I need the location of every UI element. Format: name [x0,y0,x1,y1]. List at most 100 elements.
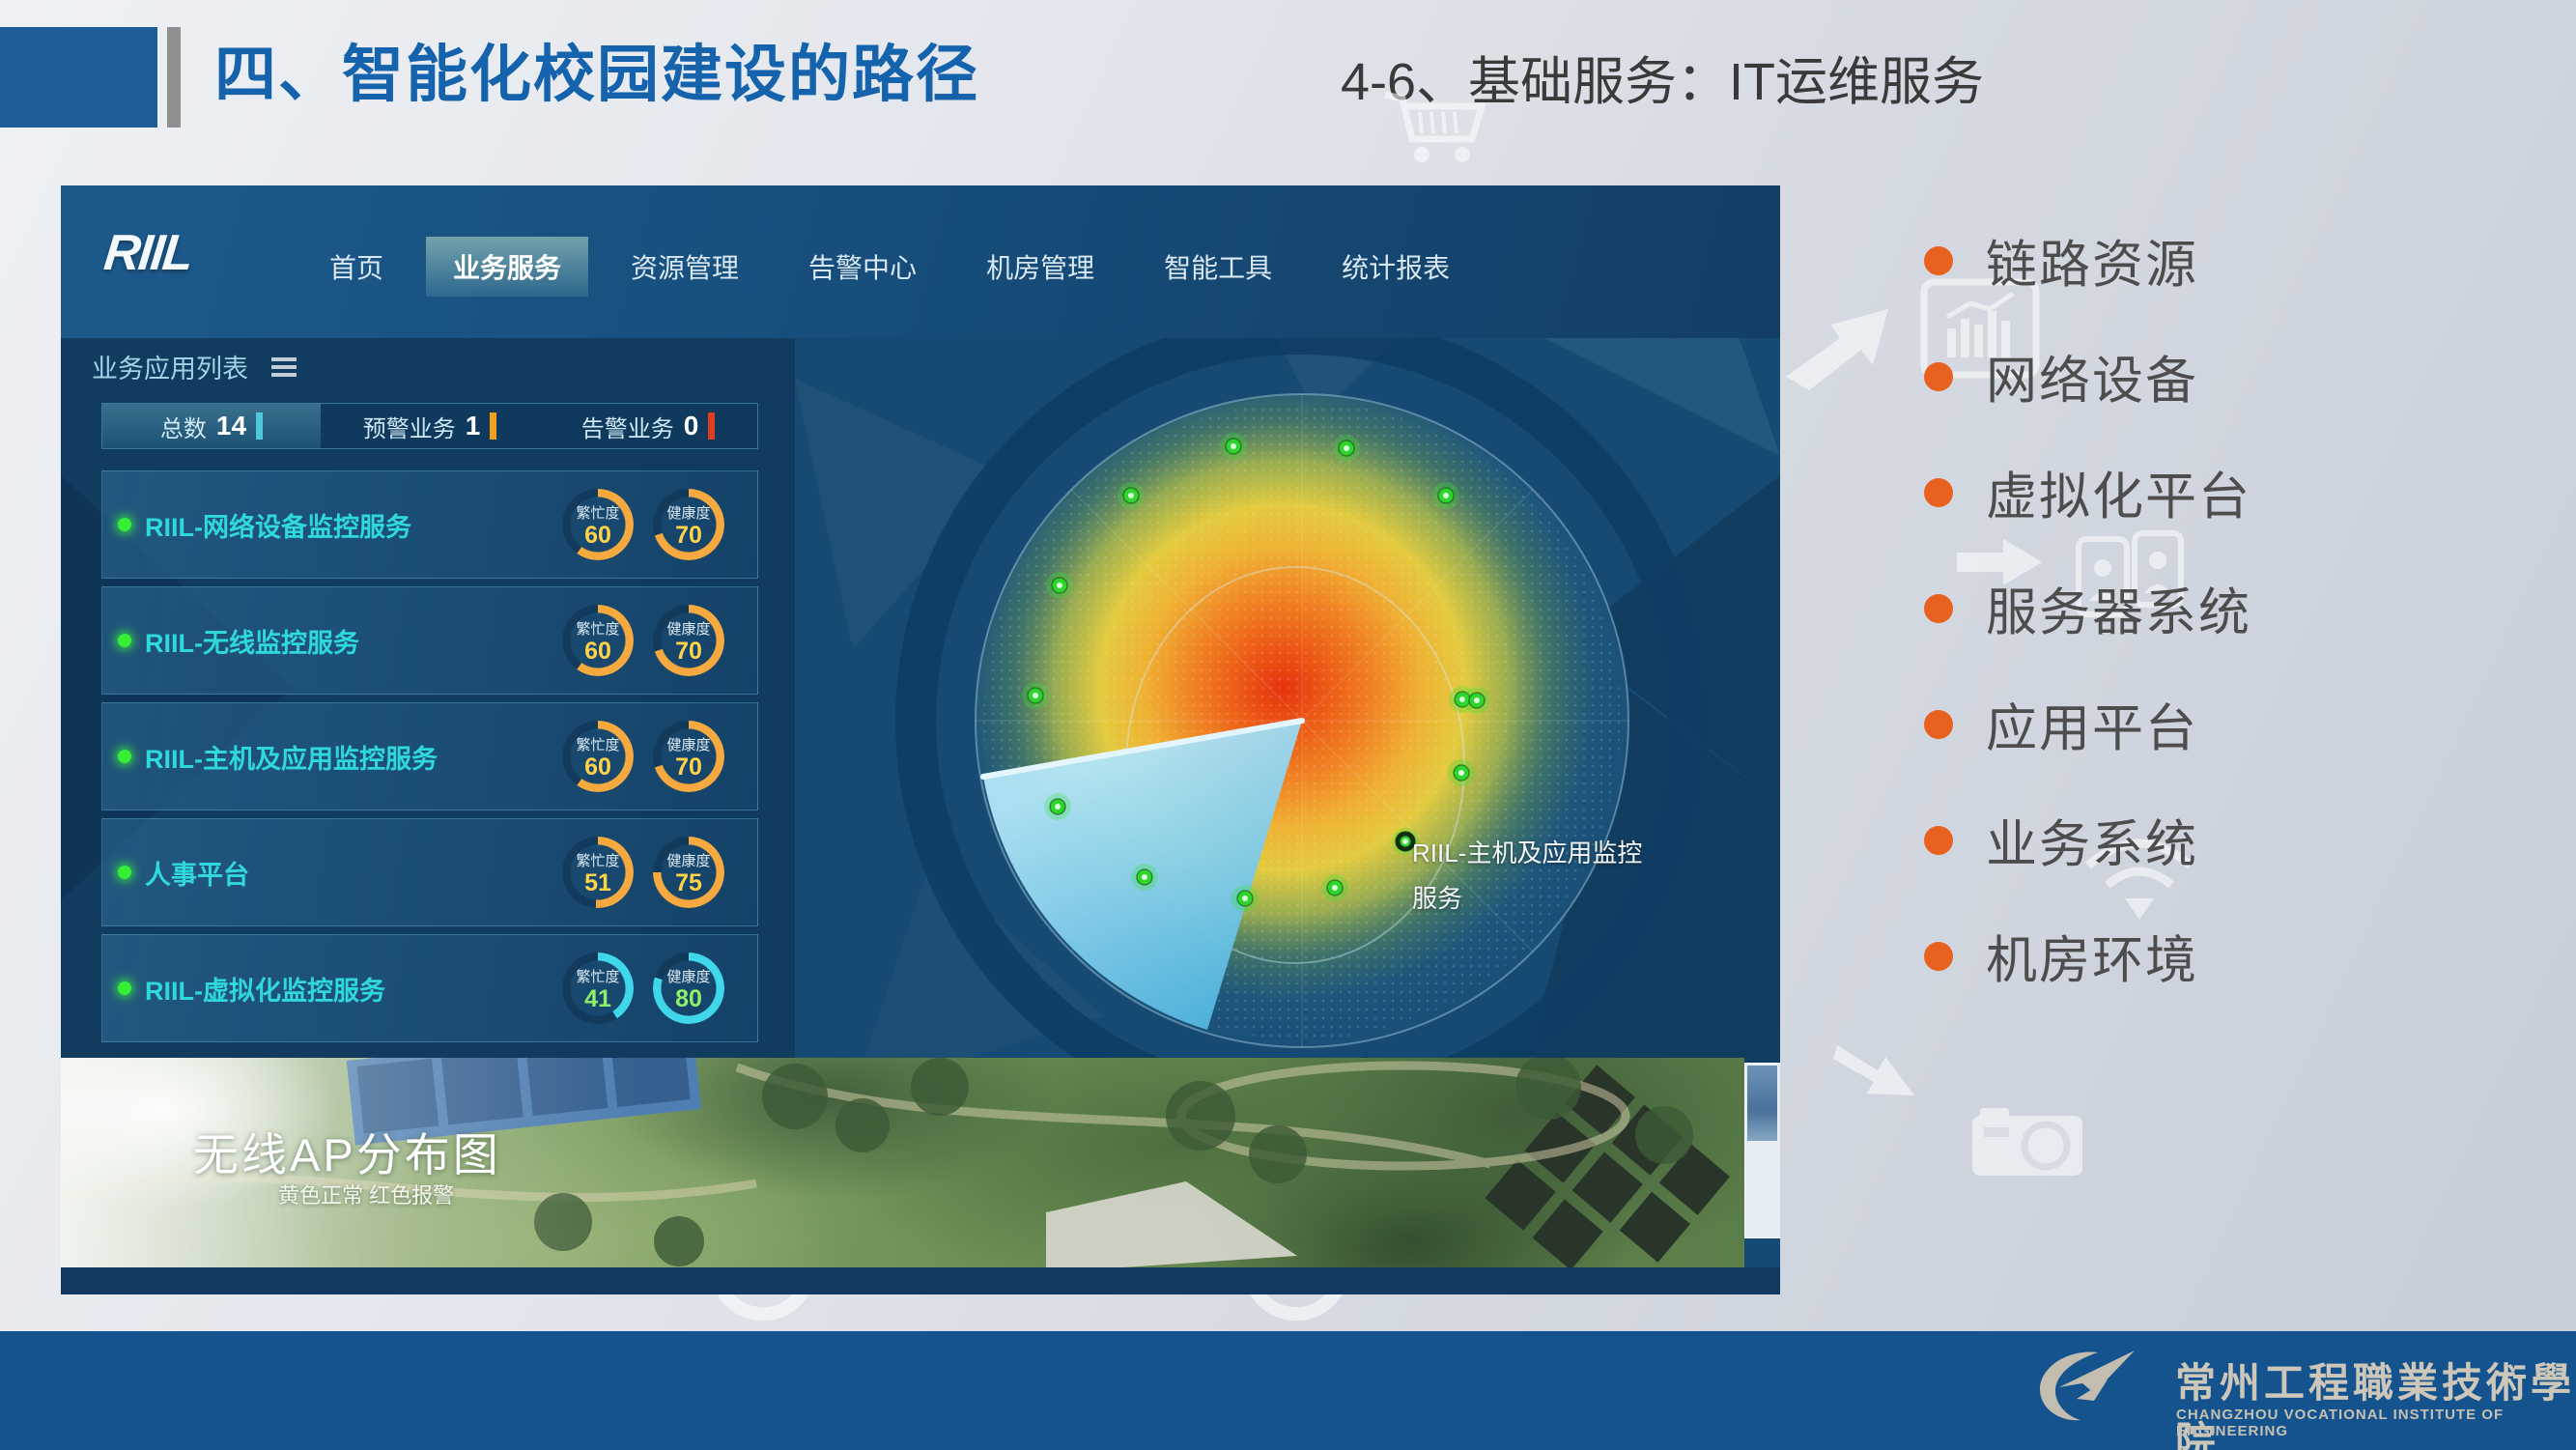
bar-chart-icon [1920,278,2040,379]
school-logo-swoosh-icon [2040,1350,2135,1421]
service-row[interactable]: RIIL-虚拟化监控服务 繁忙度 41 健康度 80 [101,934,758,1042]
tab-resource-mgmt[interactable]: 资源管理 [631,253,740,283]
status-dot-icon [118,981,131,995]
bullet-icon [1924,246,1953,275]
busy-gauge: 繁忙度 60 [562,721,634,792]
service-row[interactable]: 人事平台 繁忙度 51 健康度 75 [101,818,758,926]
service-name: RIIL-主机及应用监控服务 [145,744,438,774]
dashboard-bottom-bar [61,1267,1780,1294]
radar-needle [980,718,1305,780]
photo-side-panel[interactable] [1744,1063,1780,1238]
stat-label: 告警业务 [580,415,674,442]
service-row[interactable]: RIIL-无线监控服务 繁忙度 60 健康度 70 [101,586,758,695]
tab-room-mgmt[interactable]: 机房管理 [986,253,1095,283]
gauge-value: 51 [584,868,611,896]
photo-haze-overlay [61,1058,1744,1267]
status-dot-icon [1022,682,1049,709]
gauge-label: 健康度 [666,620,711,638]
bullet-item: 链路资源 [1924,224,2198,298]
tab-smart-tools[interactable]: 智能工具 [1164,253,1273,283]
bullet-icon [1924,594,1953,623]
status-dot-icon [1118,482,1145,509]
stat-value: 14 [215,411,247,441]
title-accent-square [0,27,157,128]
panel-title: 业务应用列表 [92,355,248,384]
contacts-icon [2076,530,2184,617]
gauge-value: 41 [584,984,611,1012]
status-dot-icon [1220,433,1247,460]
radar-label-line2: 服务 [1412,884,1463,913]
riil-dashboard-screenshot: RIIL 首页 业务服务 资源管理 告警中心 机房管理 智能工具 统计报表 [61,185,1780,1294]
status-dot-icon [1231,885,1259,912]
status-dot-icon [1448,759,1475,786]
bullet-icon [1924,710,1953,739]
gauge-label: 繁忙度 [576,852,620,869]
school-name-en: CHANGZHOU VOCATIONAL INSTITUTE OF ENGINE… [2176,1407,2505,1439]
health-gauge: 健康度 70 [653,605,724,676]
busy-gauge: 繁忙度 60 [562,489,634,560]
wireless-ap-map-photo: 无线AP分布图 黄色正常 红色报警 [61,1058,1744,1267]
bullet-item: 机房环境 [1924,920,2198,993]
gauge-value: 60 [584,753,611,781]
stat-tick-icon [708,412,716,440]
gauge-value: 70 [675,637,702,665]
tab-report[interactable]: 统计报表 [1342,253,1451,283]
stat-warning[interactable]: 预警业务 1 [321,404,539,448]
bullet-item: 服务器系统 [1924,572,2251,645]
status-dot-icon [118,866,131,879]
arrow-up-right-icon [1786,309,1888,390]
radar-label-line1: RIIL-主机及应用监控 [1412,839,1643,867]
gauge-value: 70 [675,521,702,549]
bullet-icon [1924,942,1953,971]
gauge-value: 75 [675,868,702,896]
page-title: 四、智能化校园建设的路径 [214,40,979,109]
bullet-label: 服务器系统 [1986,584,2251,641]
bullet-item: 虚拟化平台 [1924,456,2251,529]
tab-alarm-center[interactable]: 告警中心 [808,253,918,283]
nav-tabs: 首页 业务服务 资源管理 告警中心 机房管理 智能工具 统计报表 [302,237,1477,297]
bullet-icon [1924,478,1953,507]
photo-side-thumbnail [1747,1066,1777,1141]
stat-label: 总数 [159,415,207,442]
status-dot-icon [118,634,131,647]
service-name: RIIL-无线监控服务 [145,628,359,658]
gauge-value: 60 [584,521,611,549]
stat-tick-icon [256,412,264,440]
hamburger-icon[interactable] [271,356,297,377]
status-dot-icon [1131,864,1158,891]
tab-home[interactable]: 首页 [329,253,384,283]
bullet-label: 虚拟化平台 [1986,469,2251,526]
status-dot-icon [1321,874,1348,901]
status-dot-icon [1392,828,1419,855]
gauge-label: 繁忙度 [576,504,620,522]
bullet-icon [1924,362,1953,391]
panel-header: 业务应用列表 [92,348,297,385]
stat-label: 预警业务 [362,415,456,442]
bullet-label: 业务系统 [1986,816,2198,873]
page-subtitle: 4-6、基础服务：IT运维服务 [1341,53,1985,111]
school-name-zh: 常州工程職業技術學院 [2175,1362,2576,1450]
status-dot-icon [1432,482,1459,509]
status-dot-icon [1046,572,1073,599]
stat-alarm[interactable]: 告警业务 0 [539,404,757,448]
gauge-value: 80 [675,984,702,1012]
arrow-right-icon [1957,539,2042,585]
service-row[interactable]: RIIL-主机及应用监控服务 繁忙度 60 健康度 70 [101,702,758,810]
gauge-label: 繁忙度 [576,968,620,985]
riil-logo: RIIL [100,225,195,281]
gauge-label: 健康度 [666,852,711,869]
gauge-value: 60 [584,637,611,665]
service-row[interactable]: RIIL-网络设备监控服务 繁忙度 60 健康度 70 [101,470,758,579]
service-name: 人事平台 [145,860,249,890]
bullet-label: 机房环境 [1986,932,2198,989]
tab-business-services[interactable]: 业务服务 [426,237,589,297]
health-gauge: 健康度 70 [653,489,724,560]
bullet-icon [1924,826,1953,855]
footer-bar [0,1331,2576,1450]
bullet-item: 网络设备 [1924,340,2198,413]
stat-total[interactable]: 总数 14 [102,404,321,448]
photo-legend: 黄色正常 红色报警 [278,1183,455,1208]
stat-tick-icon [490,412,497,440]
bullet-item: 业务系统 [1924,804,2198,877]
camera-icon [1972,1108,2082,1176]
